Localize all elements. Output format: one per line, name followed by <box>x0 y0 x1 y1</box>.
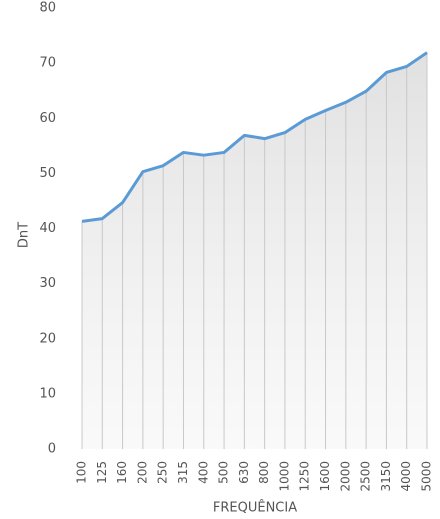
x-tick-label: 125 <box>95 461 109 484</box>
x-tick-label: 5000 <box>420 461 434 492</box>
x-tick-label: 800 <box>257 461 271 484</box>
y-tick-label: 0 <box>48 442 56 457</box>
y-tick-label: 10 <box>39 386 56 401</box>
y-axis-label: DnT <box>17 222 32 248</box>
x-tick-label: 630 <box>237 461 251 484</box>
y-tick-label: 40 <box>39 221 56 236</box>
x-tick-label: 2500 <box>359 461 373 492</box>
x-tick-label: 500 <box>217 461 231 484</box>
area <box>82 52 427 450</box>
x-tick-label: 2000 <box>338 461 352 492</box>
x-tick-label: 250 <box>156 461 170 484</box>
y-tick-label: 50 <box>39 166 56 181</box>
x-axis-label: FREQUÊNCIA <box>213 500 297 516</box>
x-tick-label: 160 <box>115 461 129 484</box>
x-tick-label: 400 <box>196 461 210 484</box>
x-tick-label: 3150 <box>379 461 393 492</box>
line <box>81 51 428 223</box>
x-tick-label: 4000 <box>399 461 413 492</box>
x-tick-label: 315 <box>176 461 190 484</box>
y-tick-label: 60 <box>39 111 56 126</box>
x-tick-label: 1250 <box>298 461 312 492</box>
x-tick-label: 200 <box>135 461 149 484</box>
y-tick-label: 20 <box>39 331 56 346</box>
y-tick-label: 30 <box>39 276 56 291</box>
x-tick-label: 1600 <box>318 461 332 492</box>
x-tick-label: 100 <box>75 461 89 484</box>
y-tick-label: 70 <box>39 56 56 71</box>
x-tick-label: 1000 <box>277 461 291 492</box>
y-tick-label: 80 <box>39 1 56 16</box>
